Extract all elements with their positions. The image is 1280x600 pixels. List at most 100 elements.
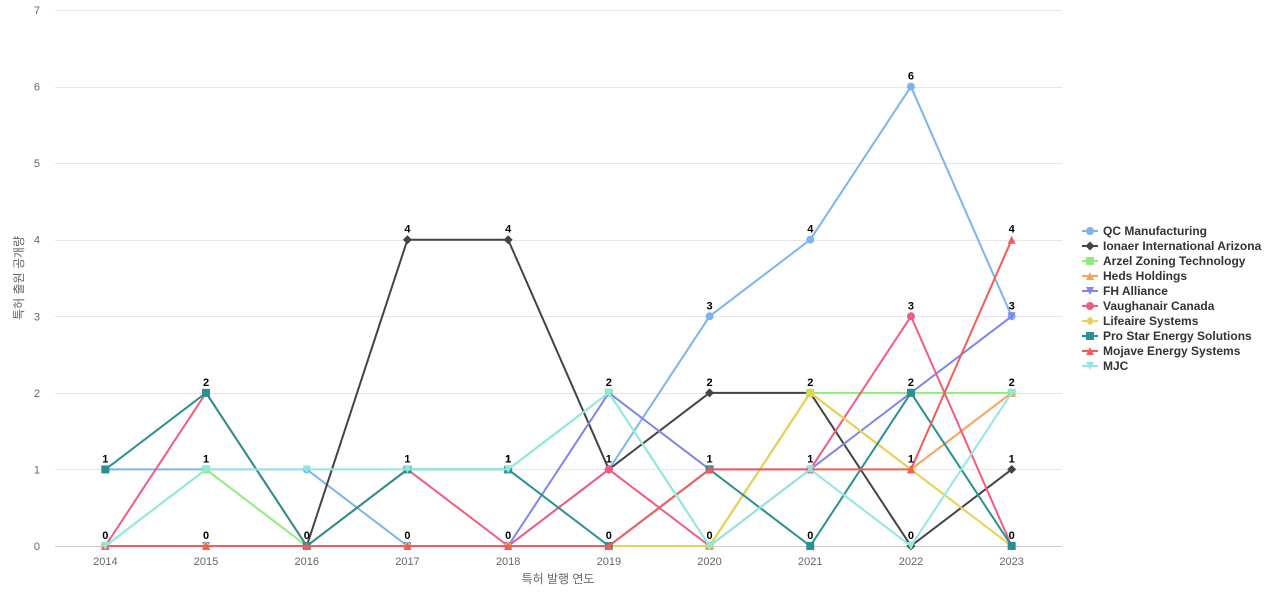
y-tick-label: 4	[34, 235, 40, 247]
legend-marker	[1086, 272, 1094, 280]
legend-label: QC Manufacturing	[1103, 224, 1207, 238]
y-tick-label: 3	[34, 311, 40, 323]
legend-item[interactable]: Arzel Zoning Technology	[1082, 254, 1246, 268]
series-line	[104, 391, 1013, 547]
y-tick-label: 1	[34, 464, 40, 476]
data-label: 3	[908, 300, 914, 312]
data-point	[906, 82, 915, 91]
data-label: 2	[1009, 377, 1015, 389]
data-label: 1	[505, 453, 511, 465]
data-point	[805, 388, 815, 398]
legend-label: Mojave Energy Systems	[1103, 344, 1241, 358]
legend-marker	[1086, 227, 1094, 235]
legend-marker	[1086, 332, 1094, 340]
data-label: 1	[404, 453, 410, 465]
data-label: 4	[1009, 224, 1016, 236]
legend-item[interactable]: Vaughanair Canada	[1082, 299, 1215, 313]
x-tick-label: 2016	[295, 556, 319, 568]
legend-item[interactable]: MJC	[1082, 359, 1129, 373]
data-point	[906, 465, 915, 474]
data-point	[101, 542, 110, 550]
data-label: 0	[505, 530, 511, 542]
data-label: 0	[706, 530, 712, 542]
legend-item[interactable]: Mojave Energy Systems	[1082, 344, 1241, 358]
data-point	[1007, 542, 1016, 550]
y-tick-label: 0	[34, 541, 40, 553]
data-label: 4	[807, 224, 814, 236]
data-label: 1	[203, 453, 209, 465]
data-point	[403, 465, 412, 474]
x-tick-label: 2015	[194, 556, 218, 568]
data-point	[302, 465, 311, 474]
data-point	[705, 542, 714, 550]
legend-item[interactable]: FH Alliance	[1082, 284, 1168, 298]
data-label: 0	[203, 530, 209, 542]
data-label: 2	[908, 377, 914, 389]
legend-item[interactable]: Lifeaire Systems	[1082, 314, 1199, 328]
data-point	[202, 542, 211, 550]
data-label: 0	[304, 530, 310, 542]
legend-label: Heds Holdings	[1103, 269, 1187, 283]
legend-item[interactable]: QC Manufacturing	[1082, 224, 1207, 238]
legend-marker	[1086, 362, 1094, 370]
legend-label: Pro Star Energy Solutions	[1103, 329, 1252, 343]
data-point	[1007, 464, 1017, 474]
data-point	[504, 465, 513, 474]
data-point	[906, 312, 915, 321]
data-point	[1007, 312, 1016, 321]
data-label: 0	[908, 530, 914, 542]
legend-item[interactable]: Ionaer International Arizona	[1082, 239, 1262, 253]
series-9	[101, 388, 1016, 550]
data-point	[806, 235, 815, 244]
data-label: 1	[807, 453, 813, 465]
data-point	[504, 542, 513, 550]
data-label: 4	[505, 224, 512, 236]
legend-label: Arzel Zoning Technology	[1103, 254, 1246, 268]
data-point	[302, 542, 311, 550]
data-point	[705, 312, 714, 321]
data-label: 0	[606, 530, 612, 542]
x-tick-label: 2022	[899, 556, 923, 568]
data-label: 1	[102, 453, 108, 465]
y-tick-label: 5	[34, 158, 40, 170]
data-point	[806, 465, 815, 474]
data-label: 1	[505, 453, 511, 465]
data-label: 2	[807, 377, 813, 389]
data-label: 6	[908, 71, 914, 83]
data-point	[403, 542, 412, 550]
data-label: 0	[1009, 530, 1015, 542]
legend-label: Vaughanair Canada	[1103, 299, 1215, 313]
x-axis-ticks: 2014 2015 2016 2017 2018 2019 2020 2021 2022 2023	[93, 556, 1024, 568]
data-label: 0	[807, 530, 813, 542]
x-tick-label: 2017	[395, 556, 419, 568]
data-point	[1007, 388, 1016, 397]
data-point	[101, 465, 110, 474]
legend-label: Ionaer International Arizona	[1103, 239, 1262, 253]
y-tick-label: 2	[34, 388, 40, 400]
legend-marker	[1085, 316, 1095, 326]
grid-lines	[55, 10, 1062, 470]
data-point	[1007, 235, 1016, 244]
data-label: 1	[908, 453, 914, 465]
x-tick-label: 2020	[697, 556, 721, 568]
data-label: 2	[606, 377, 612, 389]
x-tick-label: 2021	[798, 556, 822, 568]
legend-item[interactable]: Heds Holdings	[1082, 269, 1187, 283]
legend-label: FH Alliance	[1103, 284, 1168, 298]
legend-marker	[1085, 241, 1095, 251]
legend-marker	[1086, 302, 1094, 310]
data-point	[202, 388, 211, 397]
legend-marker	[1086, 257, 1094, 265]
data-label: 1	[706, 453, 712, 465]
data-point	[806, 542, 815, 550]
legend-label: Lifeaire Systems	[1103, 314, 1199, 328]
data-label: 2	[203, 377, 209, 389]
series-8	[101, 235, 1016, 550]
x-axis-title: 특허 발행 연도	[522, 571, 595, 586]
data-label: 4	[404, 224, 411, 236]
y-tick-label: 7	[34, 5, 40, 17]
legend-item[interactable]: Pro Star Energy Solutions	[1082, 329, 1252, 343]
data-label: 3	[706, 300, 712, 312]
